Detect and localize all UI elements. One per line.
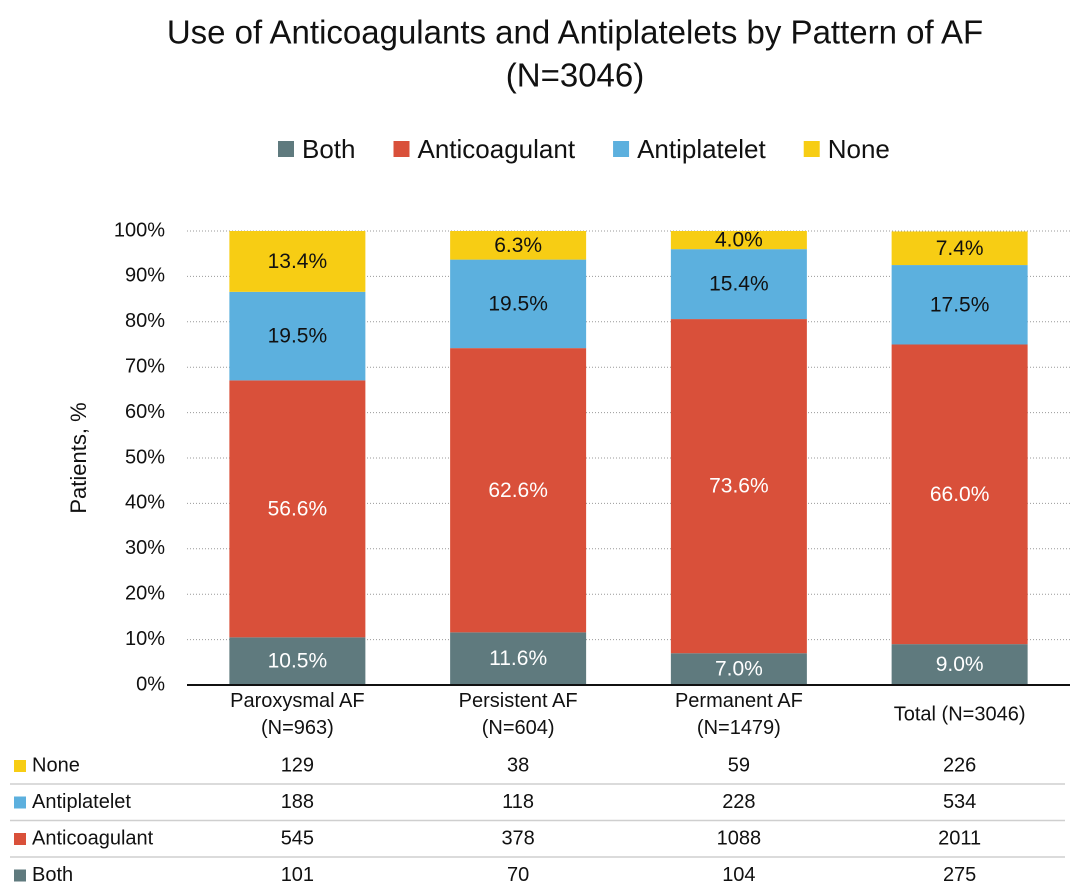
y-tick-label: 50%: [125, 446, 165, 468]
table-cell: 101: [281, 864, 314, 886]
y-tick-label: 60%: [125, 401, 165, 423]
table-row-label: Antiplatelet: [32, 791, 131, 813]
bar-segment: [670, 231, 807, 250]
legend-swatch: [803, 141, 820, 157]
value-label: 62.6%: [488, 479, 548, 502]
legend-label: Antiplatelet: [637, 134, 766, 164]
x-tick-label: Permanent AF: [675, 690, 803, 712]
value-label: 66.0%: [930, 483, 990, 506]
y-tick-label: 100%: [114, 219, 165, 241]
value-label: 56.6%: [268, 497, 328, 520]
legend-swatch: [393, 141, 410, 157]
table-cell: 226: [943, 754, 976, 776]
y-tick-label: 70%: [125, 355, 165, 377]
value-label: 17.5%: [930, 293, 990, 316]
legend-label: Both: [302, 134, 356, 164]
x-tick-label: Total (N=3046): [894, 703, 1026, 725]
chart-subtitle: (N=3046): [506, 57, 645, 94]
table-cell: 38: [507, 754, 529, 776]
table-row-label: Both: [32, 864, 73, 886]
table-cell: 70: [507, 864, 529, 886]
value-label: 7.0%: [715, 658, 763, 681]
bar-segment: [891, 265, 1028, 345]
x-tick-label: Paroxysmal AF: [230, 690, 364, 712]
value-label: 15.4%: [709, 273, 769, 296]
table-cell: 129: [281, 754, 314, 776]
table-swatch: [14, 760, 26, 772]
x-tick-label: (N=604): [482, 717, 555, 739]
table-cell: 104: [722, 864, 755, 886]
y-tick-label: 30%: [125, 537, 165, 559]
value-label: 73.6%: [709, 475, 769, 498]
bar-segment: [229, 231, 366, 292]
bar-segment: [450, 259, 587, 349]
x-tick-label: (N=1479): [697, 717, 781, 739]
table-cell: 275: [943, 864, 976, 886]
legend-label: Anticoagulant: [418, 134, 576, 164]
y-tick-label: 10%: [125, 628, 165, 650]
bar-segment: [229, 291, 366, 381]
table-cell: 228: [722, 791, 755, 813]
legend-swatch: [278, 141, 294, 157]
legend-label: None: [828, 134, 890, 164]
bar-segment: [670, 249, 807, 320]
table-cell: 545: [281, 827, 314, 849]
value-label: 10.5%: [268, 650, 328, 673]
table-row-label: None: [32, 754, 80, 776]
bar-segment: [670, 653, 807, 685]
value-label: 11.6%: [489, 647, 547, 670]
bar-segment: [891, 344, 1028, 645]
bar-segment: [229, 380, 366, 638]
y-tick-label: 40%: [125, 492, 165, 514]
table-swatch: [14, 796, 26, 809]
table-cell: 378: [501, 827, 534, 849]
table-cell: 118: [502, 791, 534, 813]
y-tick-label: 20%: [125, 582, 165, 604]
y-tick-label: 90%: [125, 265, 165, 287]
value-label: 7.4%: [936, 237, 984, 260]
table-swatch: [14, 869, 26, 882]
table-cell: 534: [943, 791, 976, 813]
value-label: 13.4%: [268, 250, 328, 273]
bar-segment: [891, 231, 1028, 266]
value-label: 19.5%: [268, 325, 328, 348]
value-label: 4.0%: [715, 229, 763, 252]
bar-segment: [450, 231, 587, 260]
bar-segment: [450, 348, 587, 633]
bar-segment: [891, 644, 1028, 685]
table-swatch: [14, 833, 26, 845]
y-axis-label: Patients, %: [66, 402, 91, 513]
chart-title: Use of Anticoagulants and Antiplatelets …: [167, 14, 983, 51]
bar-segment: [450, 632, 587, 685]
table-cell: 2011: [938, 827, 981, 849]
table-cell: 59: [728, 754, 750, 776]
value-label: 9.0%: [936, 653, 984, 676]
bar-segment: [670, 319, 807, 654]
value-label: 6.3%: [494, 234, 542, 257]
table-cell: 1088: [717, 827, 762, 849]
table-cell: 188: [281, 791, 314, 813]
legend-swatch: [613, 141, 630, 157]
y-tick-label: 0%: [136, 673, 165, 695]
bar-segment: [229, 637, 366, 685]
x-tick-label: (N=963): [261, 717, 334, 739]
value-label: 19.5%: [488, 292, 548, 315]
y-tick-label: 80%: [125, 310, 165, 332]
table-row-label: Anticoagulant: [32, 827, 154, 849]
x-tick-label: Persistent AF: [459, 690, 578, 712]
